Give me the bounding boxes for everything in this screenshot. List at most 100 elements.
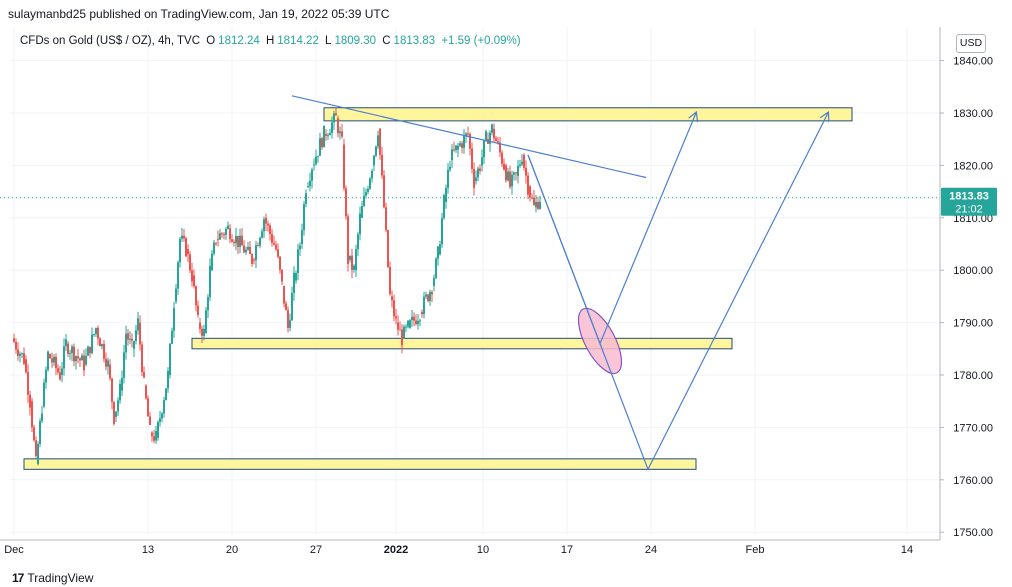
candle-body: [429, 291, 431, 301]
candle-body: [449, 166, 451, 170]
candle-body: [295, 273, 297, 281]
candle-body: [31, 401, 33, 428]
candle-body: [55, 356, 57, 369]
candle-body: [301, 230, 303, 244]
candle-body: [297, 249, 299, 274]
low-label: L: [325, 35, 332, 47]
candle-body: [333, 113, 335, 123]
candle-body: [119, 383, 121, 401]
candle-body: [521, 161, 523, 165]
candle-body: [121, 377, 123, 391]
candle-body: [377, 135, 379, 147]
candle-body: [71, 346, 73, 353]
candle-body: [515, 172, 517, 174]
candle-body: [139, 322, 141, 345]
x-tick-label: 20: [226, 544, 238, 556]
last-price-value: 1813.83: [949, 191, 989, 203]
candle-body: [147, 398, 149, 417]
candle-body: [233, 241, 235, 244]
candle-body: [497, 141, 499, 143]
candle-body: [451, 149, 453, 161]
candle-body: [443, 195, 445, 219]
candle-body: [285, 303, 287, 311]
candle-body: [317, 155, 319, 157]
candle-body: [153, 436, 155, 441]
candle-body: [387, 230, 389, 267]
candle-body: [481, 157, 483, 166]
y-tick-label: 1770.00: [953, 422, 993, 434]
candle-body: [379, 128, 381, 155]
candle-body: [185, 238, 187, 257]
candle-body: [163, 400, 165, 414]
candle-body: [455, 145, 457, 151]
candle-body: [411, 316, 413, 321]
x-tick-label: 17: [561, 544, 573, 556]
resistance-trendline: [291, 95, 647, 179]
candle-body: [175, 288, 177, 302]
candle-body: [525, 167, 527, 176]
candle-body: [329, 132, 331, 136]
candle-body: [191, 270, 193, 282]
candle-body: [351, 255, 353, 270]
candle-body: [79, 358, 81, 361]
candle-body: [237, 235, 239, 247]
currency-button[interactable]: USD: [956, 34, 986, 53]
candle-body: [131, 338, 133, 341]
candle-body: [445, 187, 447, 203]
candle-body: [83, 355, 85, 371]
x-tick-label: 2022: [384, 544, 408, 556]
candle-body: [441, 218, 443, 245]
candle-body: [127, 333, 129, 340]
candle-body: [439, 244, 441, 255]
candle-body: [211, 253, 213, 271]
candle-body: [145, 385, 147, 399]
candle-body: [33, 427, 35, 441]
candle-body: [195, 286, 197, 306]
candle-body: [499, 142, 501, 153]
candle-body: [431, 291, 433, 295]
candle-body: [63, 346, 65, 369]
open-value: 1812.24: [218, 35, 260, 47]
candle-body: [475, 177, 477, 182]
bar-countdown: 21:02: [955, 204, 983, 216]
candle-body: [409, 320, 411, 328]
candle-body: [19, 353, 21, 356]
open-label: O: [206, 35, 216, 47]
candle-body: [73, 346, 75, 362]
candle-body: [315, 156, 317, 165]
candle-body: [89, 346, 91, 354]
candle-body: [311, 169, 313, 181]
candle-body: [253, 259, 255, 261]
candle-body: [65, 339, 67, 347]
candle-body: [123, 352, 125, 378]
candle-body: [45, 369, 47, 383]
low-value: 1809.30: [334, 35, 377, 47]
candle-body: [17, 349, 19, 356]
candle-body: [469, 133, 471, 149]
candle-body: [293, 272, 295, 294]
candle-body: [513, 172, 515, 175]
candle-body: [503, 163, 505, 170]
candle-body: [39, 421, 41, 445]
candle-body: [109, 364, 111, 379]
candle-body: [115, 411, 117, 417]
y-tick-label: 1830.00: [953, 108, 993, 120]
x-tick-label: 14: [901, 544, 913, 556]
tradingview-logo[interactable]: 17 TradingView: [12, 571, 93, 585]
candle-body: [493, 128, 495, 139]
candle-body: [111, 378, 113, 402]
candle-body: [289, 320, 291, 328]
candle-body: [189, 254, 191, 271]
candle-body: [25, 359, 27, 373]
candle-body: [75, 356, 77, 362]
support-resistance-zone: [323, 107, 853, 122]
candle-body: [527, 175, 529, 195]
candle-body: [269, 225, 271, 235]
candle-body: [205, 310, 207, 334]
candle-body: [389, 266, 391, 295]
support-resistance-zone: [23, 458, 697, 470]
candle-body: [183, 235, 185, 239]
symbol-description[interactable]: CFDs on Gold (US$ / OZ), 4h, TVC: [20, 35, 201, 47]
x-tick-label: Dec: [4, 544, 24, 556]
